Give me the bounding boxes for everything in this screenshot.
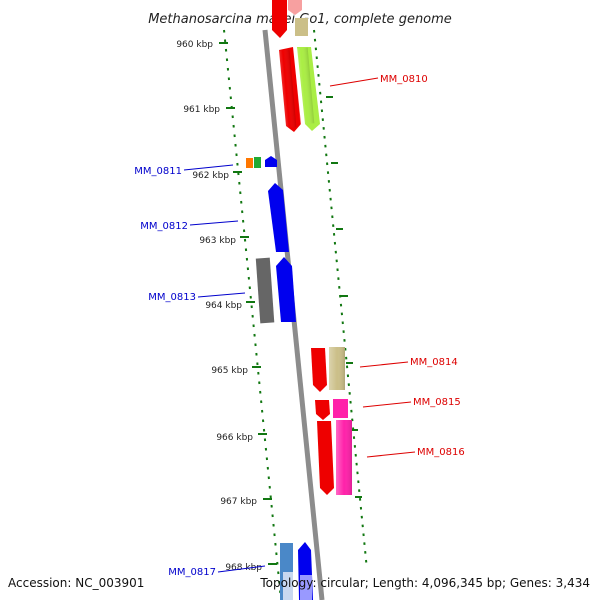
label-mm0812[interactable]: MM_0812 [140,221,188,232]
label-mm0814[interactable]: MM_0814 [410,357,458,368]
gene-mm0817-lightblue[interactable] [300,575,312,600]
tick-label-968: 968 kbp [225,563,262,573]
gene-mm0815-magenta[interactable] [333,399,348,418]
tick-label-966: 966 kbp [216,433,253,443]
accession-text: Accession: NC_003901 [8,576,145,590]
gene-mm0811-blue[interactable] [265,156,277,167]
tick-label-961: 961 kbp [183,105,220,115]
label-mm0815[interactable]: MM_0815 [413,397,461,408]
label-mm0817[interactable]: MM_0817 [168,567,216,578]
label-mm0811[interactable]: MM_0811 [134,166,182,177]
label-mm0816[interactable]: MM_0816 [417,447,465,458]
gene-mm0810-lime[interactable] [297,47,320,131]
gene-mm0811-green[interactable] [254,157,261,168]
label-mm0813[interactable]: MM_0813 [148,292,196,303]
gene-mm0814-khaki[interactable] [329,347,345,390]
tick-label-967: 967 kbp [220,497,257,507]
genome-summary-text: Topology: circular; Length: 4,096,345 bp… [260,576,590,590]
gene-mm0814-red[interactable] [311,348,327,392]
outer-ticks [326,96,362,498]
gene-mm0813-gray[interactable] [255,257,275,324]
gene-mm0813-blue[interactable] [276,257,296,322]
gene-partial-pink-top[interactable] [288,0,302,15]
gene-mm0816-magenta[interactable] [336,420,352,495]
tick-rails [223,29,368,600]
gene-mm0811-orange[interactable] [246,158,253,168]
gene-partial-red-top[interactable] [272,0,287,38]
gene-partial-khaki-top[interactable] [295,18,308,36]
genes [246,0,352,600]
kbp-ticks: 960 kbp 961 kbp 962 kbp 963 kbp 964 kbp … [176,40,277,573]
gene-mm0810-red[interactable] [279,47,301,132]
tick-label-960: 960 kbp [176,40,213,50]
gene-annotations: MM_0810 MM_0811 MM_0812 MM_0813 MM_0814 … [134,74,464,578]
tick-label-965: 965 kbp [211,366,248,376]
gene-mm0816-red[interactable] [317,421,334,495]
tick-label-964: 964 kbp [205,301,242,311]
tick-label-962: 962 kbp [192,171,229,181]
label-mm0810[interactable]: MM_0810 [380,74,428,85]
gene-mm0812[interactable] [268,183,289,252]
gene-mm0815-red[interactable] [315,400,330,420]
tick-label-963: 963 kbp [199,236,236,246]
gene-mm0817-periwinkle[interactable] [283,572,293,600]
